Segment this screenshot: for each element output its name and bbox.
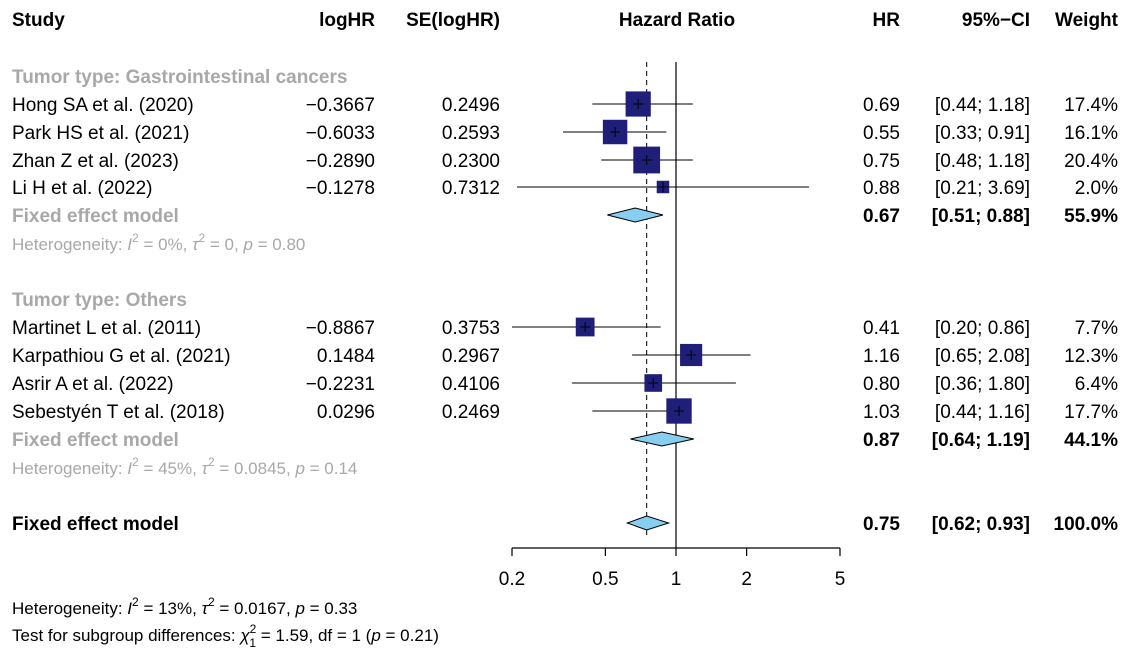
subgroup-model-0-weight: 55.9%: [1064, 206, 1118, 227]
study-1-0-se: 0.3753: [442, 318, 500, 339]
x-tick-label-4: 5: [835, 569, 846, 590]
study-0-3-ci: [0.21; 3.69]: [935, 178, 1030, 199]
study-0-3-se: 0.7312: [442, 178, 500, 199]
study-1-3-weight: 17.7%: [1064, 402, 1118, 423]
study-0-2-weight: 20.4%: [1064, 151, 1118, 172]
study-1-0-weight: 7.7%: [1075, 318, 1118, 339]
study-0-2-loghr: −0.2890: [306, 151, 375, 172]
study-0-1-name: Park HS et al. (2021): [12, 123, 189, 144]
study-0-3-hr: 0.88: [863, 178, 900, 199]
header-loghr: logHR: [319, 10, 375, 31]
overall-model-weight: 100.0%: [1054, 514, 1119, 535]
study-0-1-ci: [0.33; 0.91]: [935, 123, 1030, 144]
study-0-1-se: 0.2593: [442, 123, 500, 144]
study-0-1-weight: 16.1%: [1064, 123, 1118, 144]
study-0-3-loghr: −0.1278: [306, 178, 375, 199]
study-1-0-name: Martinet L et al. (2011): [12, 318, 201, 339]
subgroup-label-0: Tumor type: Gastrointestinal cancers: [12, 67, 347, 88]
study-1-3-se: 0.2469: [442, 402, 500, 423]
study-1-2-loghr: −0.2231: [306, 374, 375, 395]
study-1-2-ci: [0.36; 1.80]: [935, 374, 1030, 395]
header-ci: 95%−CI: [962, 10, 1030, 31]
overall-model-diamond: [625, 515, 671, 531]
header-hr: HR: [873, 10, 901, 31]
study-1-3-hr: 1.03: [863, 402, 900, 423]
overall-model-ci: [0.62; 0.93]: [932, 514, 1030, 535]
study-1-1-loghr: 0.1484: [317, 346, 376, 367]
study-1-1-name: Karpathiou G et al. (2021): [12, 346, 231, 367]
study-0-2-hr: 0.75: [863, 151, 900, 172]
study-1-0-hr: 0.41: [863, 318, 900, 339]
subgroup-model-0-label: Fixed effect model: [12, 206, 179, 227]
header-hazard-ratio: Hazard Ratio: [619, 10, 735, 31]
study-1-1-ci: [0.65; 2.08]: [935, 346, 1030, 367]
subgroup-heterogeneity-1: Heterogeneity: I2 = 45%, τ2 = 0.0845, p …: [12, 455, 357, 478]
study-1-0-ci: [0.20; 0.86]: [935, 318, 1030, 339]
study-1-2-se: 0.4106: [442, 374, 500, 395]
overall-model-hr: 0.75: [863, 514, 900, 535]
study-1-1-se: 0.2967: [442, 346, 500, 367]
study-1-2-hr: 0.80: [863, 374, 900, 395]
subgroup-model-1-label: Fixed effect model: [12, 430, 179, 451]
study-0-3-weight: 2.0%: [1075, 178, 1118, 199]
study-0-2-name: Zhan Z et al. (2023): [12, 151, 179, 172]
study-1-2-weight: 6.4%: [1075, 374, 1118, 395]
study-1-3-ci: [0.44; 1.16]: [935, 402, 1030, 423]
x-tick-label-0: 0.2: [499, 569, 525, 590]
overall-model-label: Fixed effect model: [12, 514, 179, 535]
subgroup-model-1-hr: 0.87: [863, 430, 900, 451]
subgroup-model-1-ci: [0.64; 1.19]: [932, 430, 1030, 451]
header-se: SE(logHR): [406, 10, 500, 31]
header-weight: Weight: [1055, 10, 1119, 31]
x-tick-label-1: 0.5: [592, 569, 618, 590]
study-1-1-weight: 12.3%: [1064, 346, 1118, 367]
study-0-0-hr: 0.69: [863, 95, 900, 116]
subgroup-heterogeneity-0: Heterogeneity: I2 = 0%, τ2 = 0, p = 0.80: [12, 231, 305, 254]
study-1-0-loghr: −0.8867: [306, 318, 375, 339]
subgroup-model-1-diamond: [630, 431, 694, 447]
x-tick-label-2: 1: [671, 569, 682, 590]
subgroup-model-0-hr: 0.67: [863, 206, 900, 227]
x-tick-label-3: 2: [741, 569, 752, 590]
study-1-1-hr: 1.16: [863, 346, 900, 367]
subgroup-model-0-ci: [0.51; 0.88]: [932, 206, 1030, 227]
study-0-0-weight: 17.4%: [1064, 95, 1118, 116]
study-1-3-name: Sebestyén T et al. (2018): [12, 402, 225, 423]
study-0-0-se: 0.2496: [442, 95, 500, 116]
study-0-1-loghr: −0.6033: [306, 123, 375, 144]
subgroup-label-1: Tumor type: Others: [12, 290, 187, 311]
subgroup-model-0-diamond: [607, 207, 664, 223]
footer-heterogeneity: Heterogeneity: I2 = 13%, τ2 = 0.0167, p …: [12, 595, 357, 618]
study-1-3-loghr: 0.0296: [317, 402, 375, 423]
study-0-2-ci: [0.48; 1.18]: [935, 151, 1030, 172]
header-study: Study: [12, 10, 65, 31]
study-0-2-se: 0.2300: [442, 151, 500, 172]
study-0-3-name: Li H et al. (2022): [12, 178, 152, 199]
footer-subgroup-test: Test for subgroup differences: χ2 1 = 1.5…: [12, 622, 439, 650]
subgroup-model-1-weight: 44.1%: [1064, 430, 1118, 451]
study-1-2-name: Asrir A et al. (2022): [12, 374, 174, 395]
study-0-0-loghr: −0.3667: [306, 95, 375, 116]
study-0-1-hr: 0.55: [863, 123, 900, 144]
study-0-0-name: Hong SA et al. (2020): [12, 95, 194, 116]
study-0-0-ci: [0.44; 1.18]: [935, 95, 1030, 116]
